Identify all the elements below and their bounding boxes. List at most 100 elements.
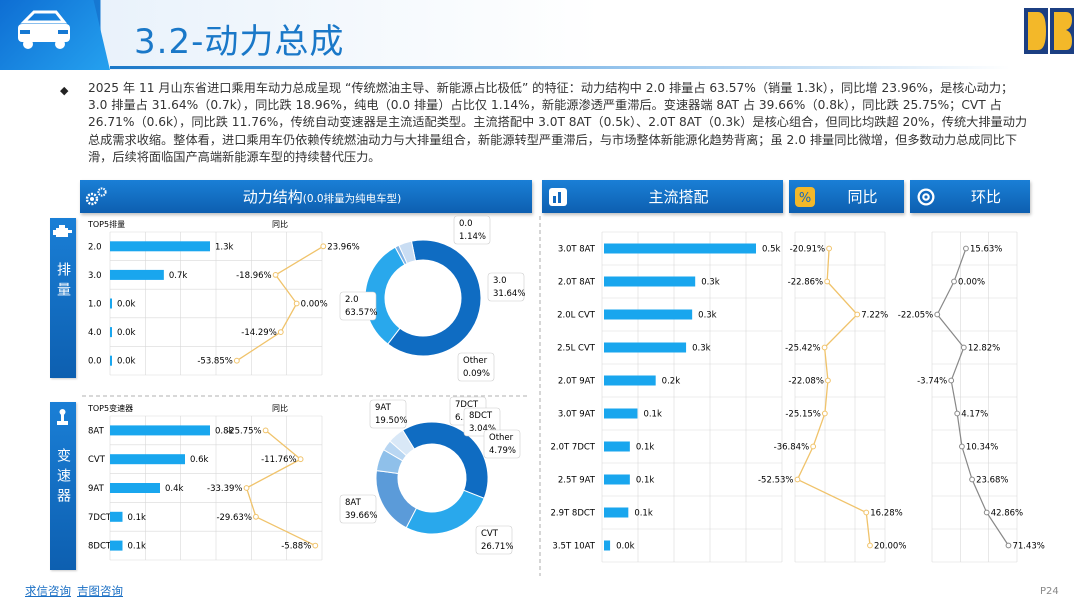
combo-yoy-line [796, 248, 871, 546]
brand-logo [1024, 8, 1074, 54]
yoy-point [794, 476, 801, 483]
panel-subtitle: TOP5排量 [87, 219, 125, 229]
mom-label: -3.74% [917, 377, 947, 387]
title-underline [110, 66, 1010, 69]
yoy-label: -22.86% [788, 278, 823, 288]
side-label-displacement: 排量 [50, 218, 76, 378]
yoy-point [825, 377, 831, 384]
yoy-label: -36.84% [774, 443, 809, 453]
yoy-label: 7.22% [861, 311, 888, 321]
footer-link-1[interactable]: 求信咨询 [25, 584, 71, 598]
gear-icon [80, 180, 112, 213]
section-yoy: % 同比 [789, 180, 904, 213]
yoy-point [854, 311, 861, 318]
combo-value: 0.1k [634, 509, 653, 519]
yoy-label: 20.00% [874, 542, 906, 552]
footer-links: 求信咨询 吉图咨询 [25, 583, 129, 599]
combo-label: 2.0T 9AT [558, 377, 596, 387]
combo-value: 0.2k [662, 377, 681, 387]
yoy-label: -14.29% [241, 328, 276, 338]
donut-label-box [369, 399, 407, 429]
yoy-line [245, 429, 316, 547]
bar [110, 483, 160, 493]
bar-value: 0.6k [190, 455, 209, 465]
combo-label: 2.0T 7DCT [551, 443, 596, 453]
combo-label: 2.0T 8AT [558, 278, 596, 288]
row-label: CVT [88, 455, 106, 465]
mom-label: 71.43% [1012, 542, 1044, 552]
yoy-point [821, 410, 828, 417]
combo-value: 0.3k [692, 344, 711, 354]
yoy-point [253, 513, 259, 520]
yoy-point [243, 485, 250, 491]
bar-value: 0.0k [117, 357, 136, 367]
car-icon [18, 10, 70, 49]
combo-value: 0.0k [616, 542, 635, 552]
summary-text: 2025 年 11 月山东省进口乘用车动力总成呈现 “传统燃油主导、新能源占比极… [88, 81, 1028, 164]
donut-label-box [487, 272, 525, 302]
mom-label: 12.82% [968, 344, 1000, 354]
bar [110, 241, 210, 252]
bar [110, 454, 185, 465]
svg-text:%: % [799, 191, 811, 206]
mom-point [960, 344, 967, 351]
mom-label: 23.68% [976, 476, 1008, 486]
yoy-point [312, 542, 319, 549]
row-label: 2.0 [88, 242, 102, 252]
bar-value: 0.0k [117, 300, 136, 310]
yoy-point [272, 272, 279, 278]
footer-link-2[interactable]: 吉图咨询 [77, 584, 123, 598]
yoy-label: -25.75% [226, 426, 261, 436]
mom-point [959, 443, 965, 450]
donut-label-name: 0.0 [459, 219, 473, 229]
yoy-label: -52.53% [758, 476, 793, 486]
bar [110, 540, 123, 551]
mom-point [934, 311, 941, 318]
donut-label-box [457, 352, 495, 382]
section-title: 同比 [847, 188, 878, 206]
yoy-point [826, 245, 832, 252]
donut-label-name: 3.0 [493, 276, 507, 286]
donut-slice [405, 489, 485, 535]
donut-label-name: 7DCT [455, 400, 479, 410]
donut-label-name: Other [463, 356, 488, 366]
combo-label: 3.5T 10AT [552, 542, 595, 552]
donut-label-box [453, 215, 491, 245]
side-label-transmission: 变速器 [50, 402, 76, 570]
yoy-point [233, 357, 240, 364]
bar [110, 511, 123, 522]
bar-value: 0.1k [128, 542, 147, 552]
yoy-label: -53.85% [197, 357, 232, 367]
panel-yoy-title: 同比 [272, 219, 288, 229]
donut-label-pct: 3.04% [469, 424, 496, 434]
mom-label: 0.00% [958, 278, 985, 288]
donut-label-name: 2.0 [345, 295, 359, 305]
donut-slice [402, 421, 489, 499]
yoy-label: -18.96% [236, 271, 271, 281]
mom-point [951, 278, 957, 285]
section-power-structure: 动力结构(0.0排量为纯电车型) [80, 180, 532, 213]
yoy-point [320, 243, 327, 250]
yoy-label: 16.28% [870, 509, 902, 519]
combo-bar [604, 441, 630, 452]
percent-icon: % [789, 180, 821, 213]
combo-bar [604, 276, 696, 287]
yoy-point [297, 456, 304, 463]
donut-label-box [475, 525, 513, 555]
page-title: 3.2-动力总成 [134, 22, 345, 62]
donut-label-box [483, 429, 521, 459]
donut-slice [398, 240, 417, 265]
bar-value: 1.3k [215, 242, 234, 252]
section-title: 主流搭配 [648, 188, 709, 206]
mom-label: -22.05% [898, 311, 933, 321]
combo-label: 2.9T 8DCT [551, 509, 596, 519]
combo-bar [604, 540, 611, 551]
combo-label: 3.0T 9AT [558, 410, 596, 420]
section-combo: 主流搭配 [542, 180, 783, 213]
donut-label-pct: 0.09% [463, 369, 490, 379]
yoy-label: -29.63% [216, 513, 251, 523]
combo-bar [604, 507, 629, 518]
combo-label: 2.5L CVT [557, 344, 596, 354]
